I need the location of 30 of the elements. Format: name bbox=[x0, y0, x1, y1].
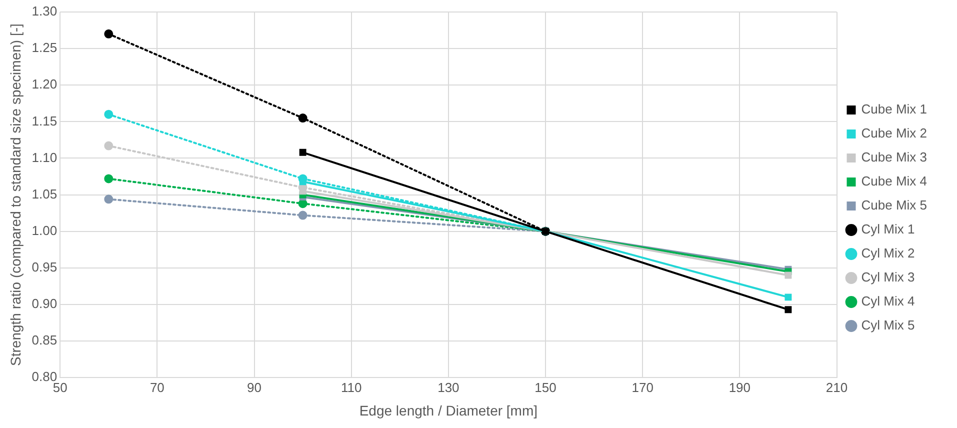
y-tick-label: 0.95 bbox=[32, 260, 58, 274]
y-tick-label: 1.05 bbox=[32, 186, 58, 202]
legend-label: Cube Mix 4 bbox=[861, 174, 927, 189]
legend-label: Cyl Mix 4 bbox=[861, 294, 915, 309]
legend-label: Cyl Mix 2 bbox=[861, 246, 915, 261]
legend-label: Cyl Mix 5 bbox=[861, 318, 915, 333]
y-tick-label: 0.85 bbox=[32, 332, 58, 348]
x-tick-label: 150 bbox=[534, 380, 556, 395]
legend-label: Cyl Mix 1 bbox=[861, 222, 915, 237]
legend-label: Cube Mix 5 bbox=[861, 198, 927, 213]
y-tick-label: 0.90 bbox=[32, 296, 58, 312]
legend-label: Cube Mix 2 bbox=[861, 126, 927, 141]
legend-label: Cyl Mix 3 bbox=[861, 270, 915, 285]
legend-label: Cube Mix 1 bbox=[861, 102, 927, 117]
y-tick-label: 1.20 bbox=[32, 76, 58, 92]
x-tick-label: 70 bbox=[150, 380, 164, 395]
x-tick-label: 90 bbox=[247, 380, 262, 395]
x-axis-title: Edge length / Diameter [mm] bbox=[359, 402, 538, 418]
y-axis-title: Strength ratio (compared to standard size specimen) [-] bbox=[7, 24, 24, 366]
x-tick-label: 210 bbox=[826, 380, 848, 395]
y-tick-label: 1.25 bbox=[32, 40, 58, 56]
y-tick-label: 1.00 bbox=[32, 222, 58, 238]
legend-label: Cube Mix 3 bbox=[861, 150, 927, 165]
y-tick-label: 1.30 bbox=[32, 4, 58, 19]
x-tick-label: 130 bbox=[438, 380, 460, 395]
x-tick-label: 190 bbox=[728, 380, 751, 395]
x-tick-label: 110 bbox=[340, 380, 362, 395]
y-tick-label: 1.10 bbox=[32, 150, 58, 165]
y-tick-label: 1.15 bbox=[32, 113, 58, 128]
x-tick-label: 170 bbox=[632, 380, 654, 395]
